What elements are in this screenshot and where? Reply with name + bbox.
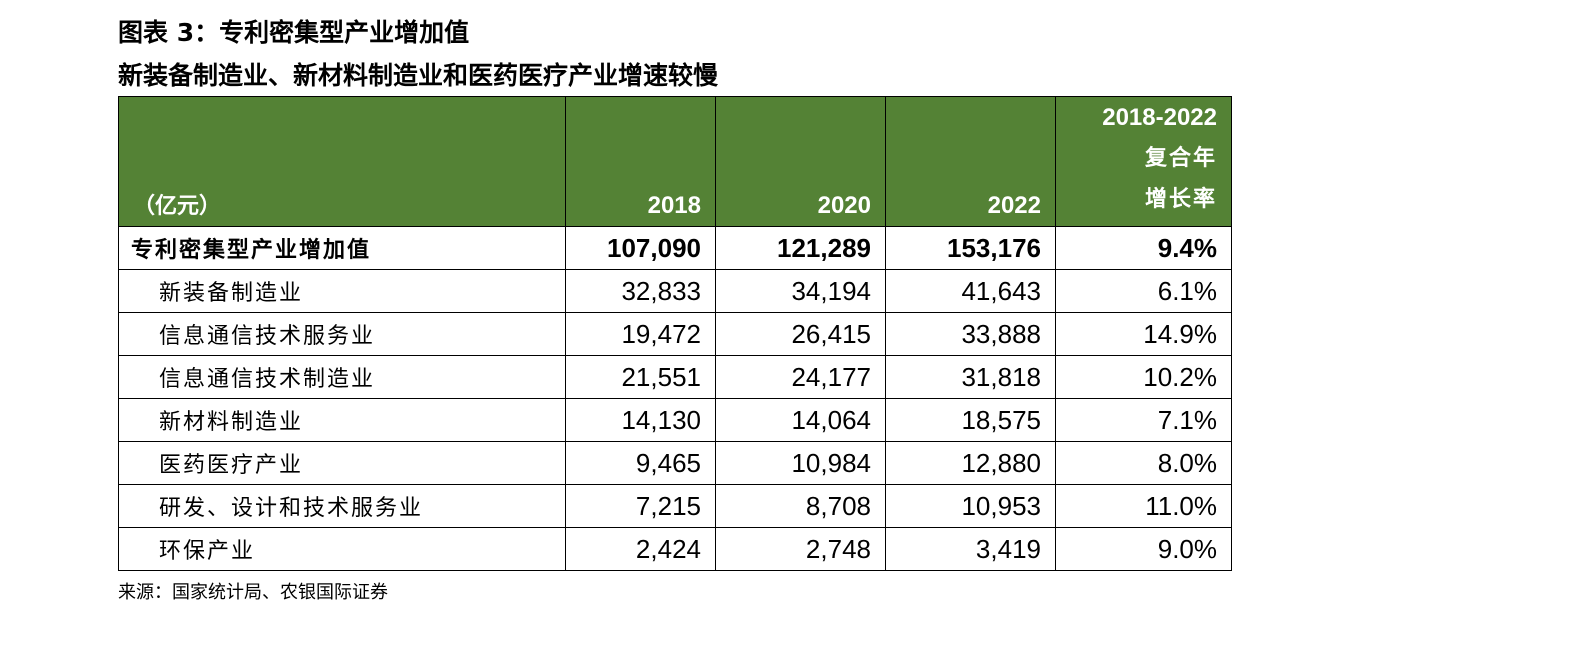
row-value-2020: 24,177 [715, 355, 886, 399]
row-value-2022: 18,575 [885, 398, 1056, 442]
row-cagr: 9.4% [1055, 226, 1232, 270]
row-name: 研发、设计和技术服务业 [118, 484, 566, 528]
header-unit: （亿元） [118, 96, 566, 227]
row-value-2022: 10,953 [885, 484, 1056, 528]
row-value-2022: 31,818 [885, 355, 1056, 399]
row-cagr: 14.9% [1055, 312, 1232, 356]
row-value-2020: 2,748 [715, 527, 886, 571]
row-value-2018: 9,465 [565, 441, 716, 485]
figure-title: 图表 3：专利密集型产业增加值 [118, 18, 470, 47]
row-name: 信息通信技术服务业 [118, 312, 566, 356]
table-row: 信息通信技术制造业 21,551 24,177 31,818 10.2% [118, 355, 1232, 399]
row-name: 环保产业 [118, 527, 566, 571]
row-value-2020: 34,194 [715, 269, 886, 313]
row-name: 专利密集型产业增加值 [118, 226, 566, 270]
row-value-2020: 14,064 [715, 398, 886, 442]
header-year-2018: 2018 [565, 96, 716, 227]
header-cagr: 2018-2022 复合年 增长率 [1055, 96, 1232, 227]
row-name: 新材料制造业 [118, 398, 566, 442]
table-row: 新装备制造业 32,833 34,194 41,643 6.1% [118, 269, 1232, 313]
row-value-2022: 41,643 [885, 269, 1056, 313]
table-row-total: 专利密集型产业增加值 107,090 121,289 153,176 9.4% [118, 226, 1232, 270]
row-cagr: 9.0% [1055, 527, 1232, 571]
header-year-2020: 2020 [715, 96, 886, 227]
row-value-2022: 33,888 [885, 312, 1056, 356]
row-value-2020: 10,984 [715, 441, 886, 485]
row-cagr: 6.1% [1055, 269, 1232, 313]
row-name: 信息通信技术制造业 [118, 355, 566, 399]
source-note: 来源：国家统计局、农银国际证券 [118, 582, 388, 603]
row-value-2022: 12,880 [885, 441, 1056, 485]
table-row: 研发、设计和技术服务业 7,215 8,708 10,953 11.0% [118, 484, 1232, 528]
header-row: （亿元） 2018 2020 2022 2018-2022 复合年 增长率 [118, 96, 1232, 227]
row-cagr: 10.2% [1055, 355, 1232, 399]
data-table: （亿元） 2018 2020 2022 2018-2022 复合年 增长率 专利… [118, 96, 1232, 571]
table-row: 医药医疗产业 9,465 10,984 12,880 8.0% [118, 441, 1232, 485]
row-value-2020: 121,289 [715, 226, 886, 270]
header-year-2022: 2022 [885, 96, 1056, 227]
row-value-2018: 19,472 [565, 312, 716, 356]
table-row: 环保产业 2,424 2,748 3,419 9.0% [118, 527, 1232, 571]
table-row: 新材料制造业 14,130 14,064 18,575 7.1% [118, 398, 1232, 442]
row-value-2018: 14,130 [565, 398, 716, 442]
row-value-2018: 107,090 [565, 226, 716, 270]
row-value-2020: 8,708 [715, 484, 886, 528]
row-value-2020: 26,415 [715, 312, 886, 356]
row-cagr: 7.1% [1055, 398, 1232, 442]
row-value-2018: 21,551 [565, 355, 716, 399]
row-value-2022: 3,419 [885, 527, 1056, 571]
row-cagr: 11.0% [1055, 484, 1232, 528]
row-cagr: 8.0% [1055, 441, 1232, 485]
figure-subtitle: 新装备制造业、新材料制造业和医药医疗产业增速较慢 [118, 61, 719, 90]
header-cagr-range: 2018-2022 [1102, 104, 1217, 131]
row-value-2018: 2,424 [565, 527, 716, 571]
header-cagr-line2: 增长率 [1144, 187, 1217, 212]
header-cagr-line1: 复合年 [1144, 146, 1217, 171]
row-value-2018: 32,833 [565, 269, 716, 313]
row-name: 医药医疗产业 [118, 441, 566, 485]
row-value-2022: 153,176 [885, 226, 1056, 270]
table-body: 专利密集型产业增加值 107,090 121,289 153,176 9.4% … [118, 226, 1232, 571]
table-header: （亿元） 2018 2020 2022 2018-2022 复合年 增长率 [118, 96, 1232, 227]
table-row: 信息通信技术服务业 19,472 26,415 33,888 14.9% [118, 312, 1232, 356]
row-name: 新装备制造业 [118, 269, 566, 313]
row-value-2018: 7,215 [565, 484, 716, 528]
